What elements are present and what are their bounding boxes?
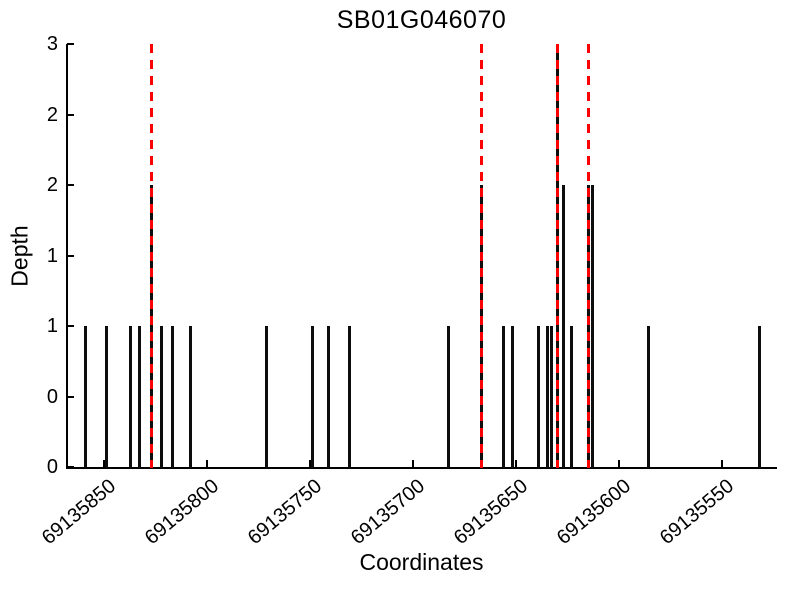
depth-bar [446,326,450,468]
y-tick-mark [67,113,74,116]
depth-bar [758,326,761,468]
depth-bar [570,326,574,468]
depth-bar [591,185,595,468]
y-tick-label: 2 [46,103,58,126]
y-axis-spine [66,44,68,469]
marker-line [150,44,153,468]
y-tick-mark [67,43,74,45]
depth-bar [129,326,133,468]
y-tick-label: 0 [46,385,58,408]
depth-bar [562,185,566,468]
y-tick-label: 2 [46,174,58,196]
y-tick-label: 1 [46,315,58,337]
depth-bar [510,326,514,468]
depth-bar [327,326,331,468]
depth-bar [170,326,174,468]
depth-bar [104,326,108,468]
marker-line [479,44,483,468]
marker-line [586,44,590,468]
depth-bar [646,326,650,468]
y-tick-label: 0 [46,456,58,478]
depth-bar [347,326,351,468]
depth-bar [549,326,553,468]
x-tick-mark [721,460,724,467]
x-axis-label: Coordinates [359,549,484,575]
y-tick-mark [67,254,74,257]
y-tick-mark [67,466,74,468]
y-tick-mark [67,184,74,186]
y-tick-label: 3 [46,33,58,55]
x-tick-mark [618,460,621,467]
depth-bar [537,326,541,468]
x-tick-mark [515,460,518,467]
depth-bar [310,326,314,468]
depth-bar [189,326,193,468]
x-axis-spine [66,467,777,469]
x-tick-mark [206,460,209,467]
chart-title: SB01G046070 [336,6,507,34]
y-tick-mark [67,325,74,327]
y-tick-label: 1 [46,244,58,267]
depth-bar [265,326,269,468]
x-tick-mark [309,460,312,467]
depth-bar [545,326,549,468]
depth-bar [160,326,164,468]
depth-bar [137,326,141,468]
depth-bar [84,326,88,468]
marker-line [556,44,560,468]
x-tick-mark [103,460,106,467]
y-tick-mark [67,395,74,398]
x-tick-mark [412,460,415,467]
depth-bar [502,326,506,468]
